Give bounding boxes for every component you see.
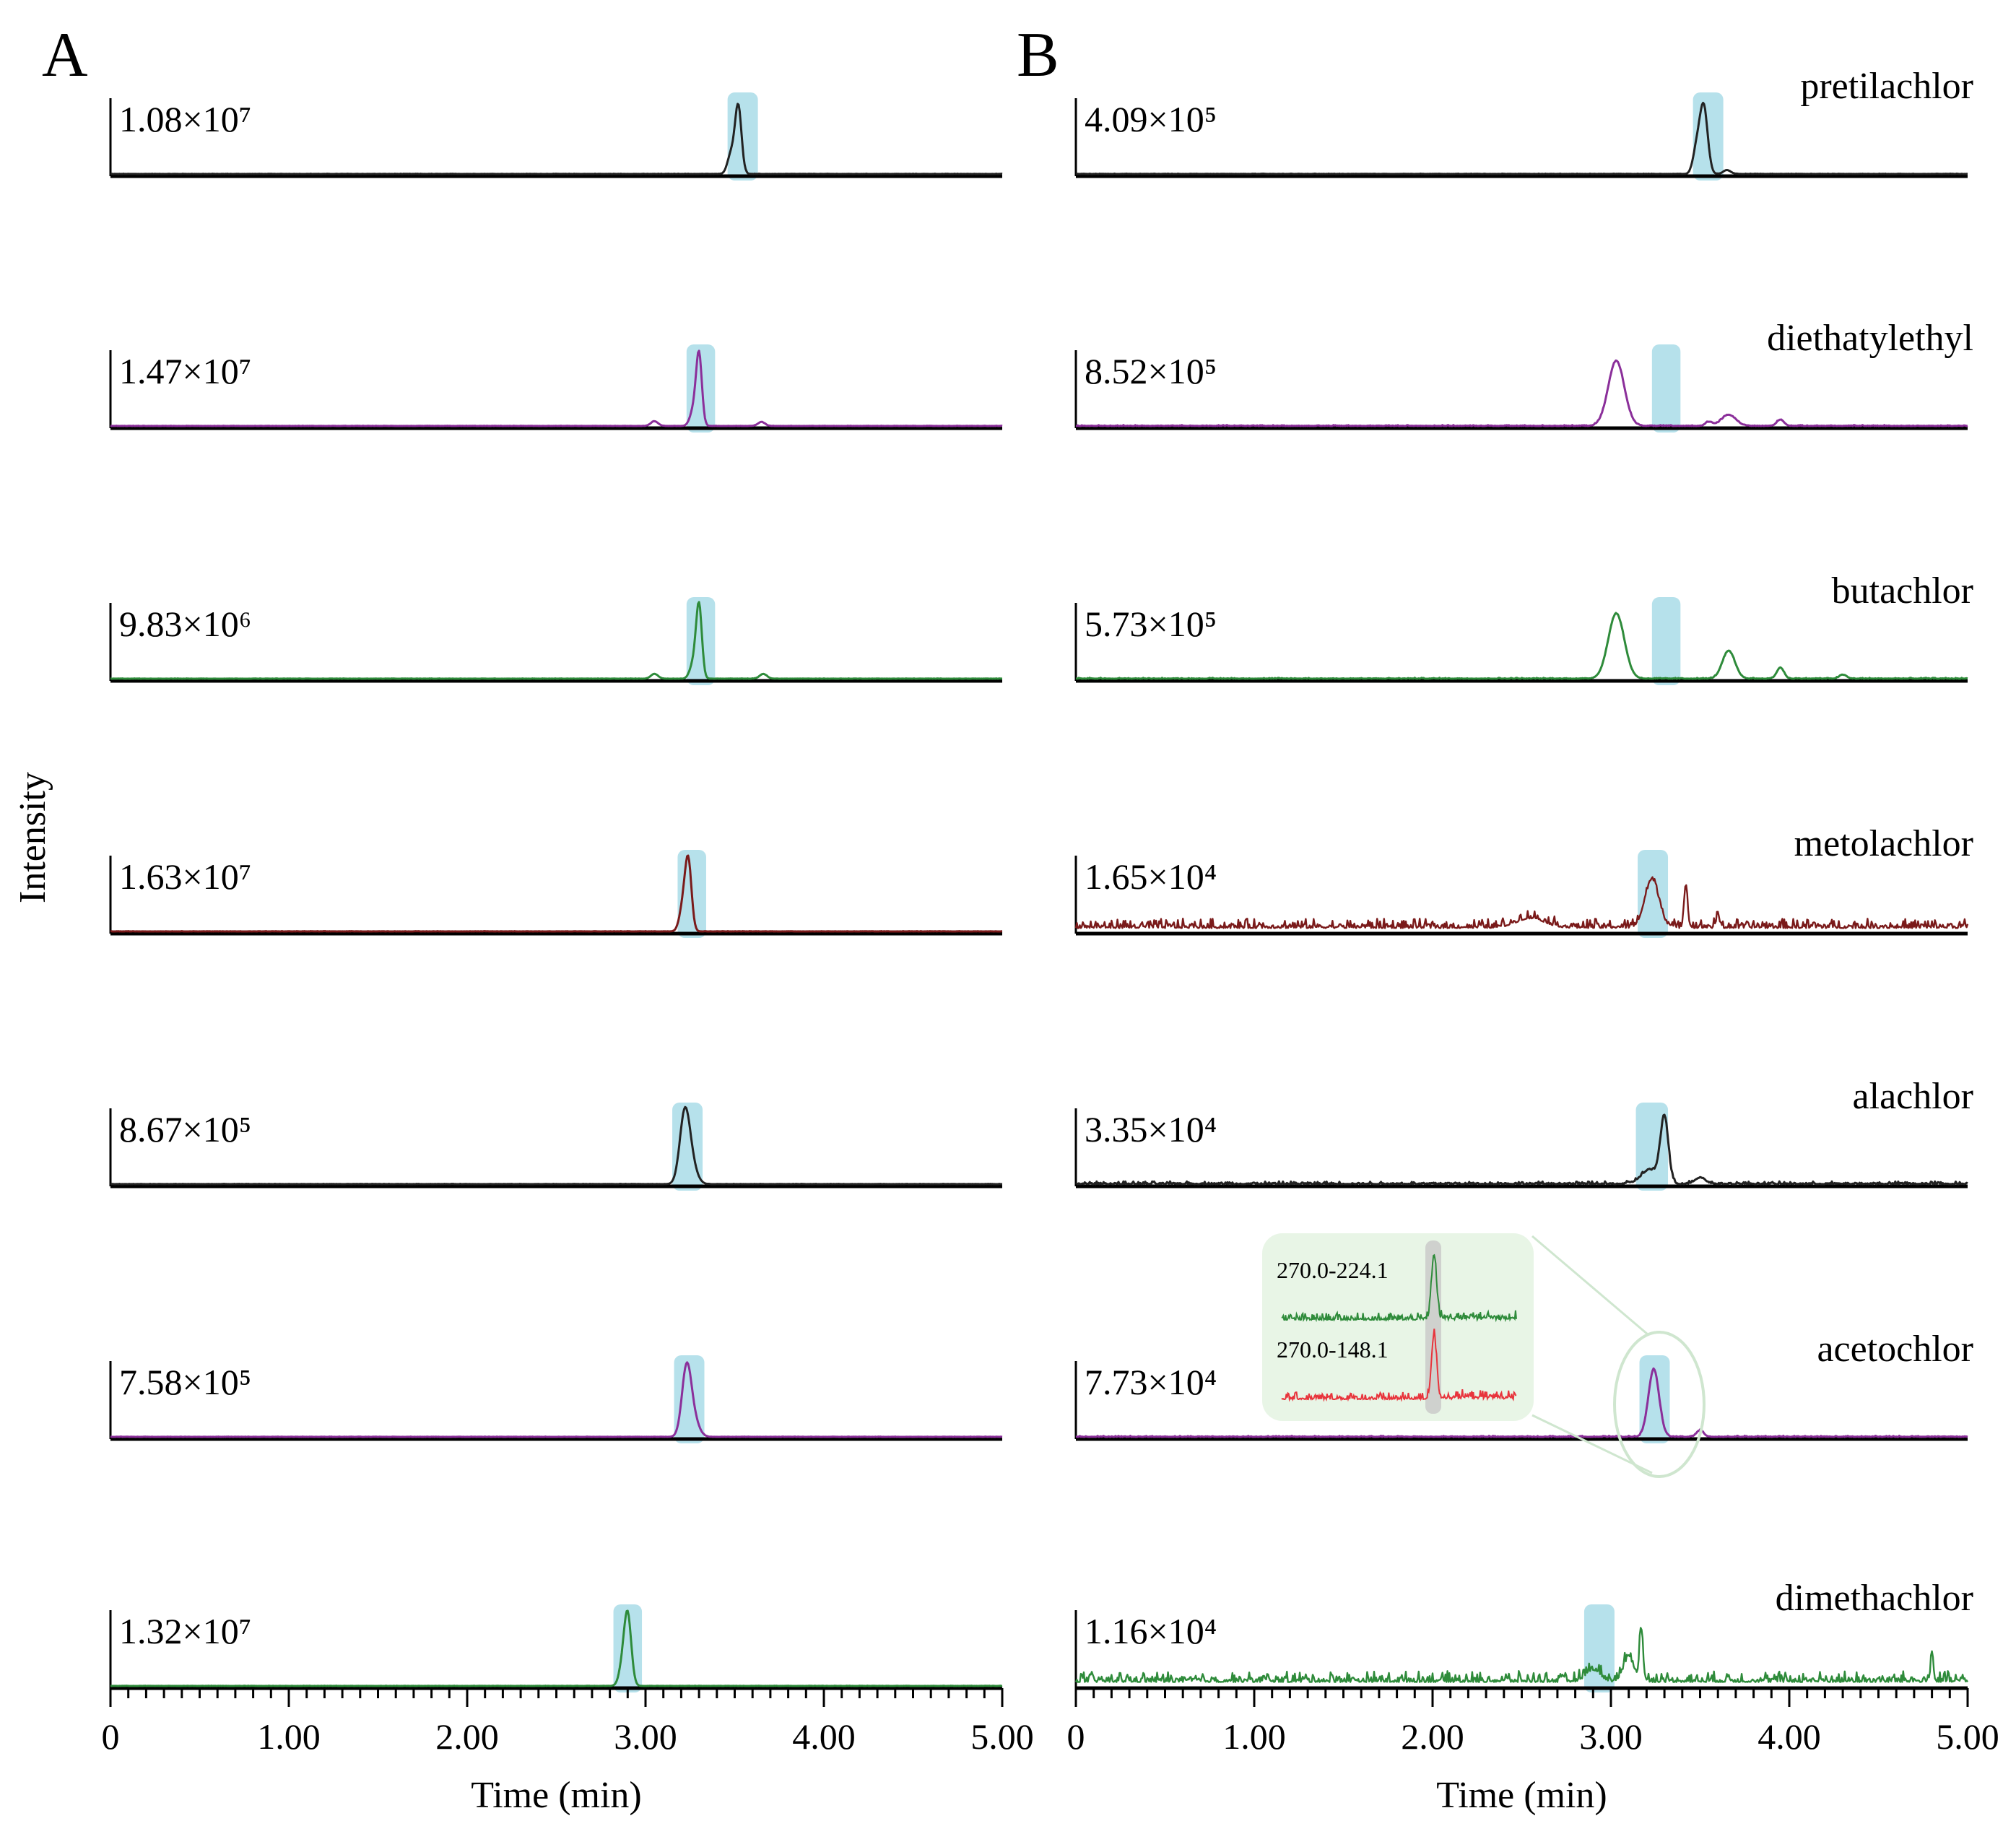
x-axis: 0 1.00 2.00 3.00 4.00 5.00 Time (min) (1067, 1688, 1999, 1816)
x-tick-label: 4.00 (792, 1716, 856, 1757)
intensity-scale-label: 1.47×10⁷ (119, 351, 251, 391)
trace-row-metolachlor: 1.63×10⁷ (109, 850, 1003, 938)
peak-highlight (1635, 1103, 1669, 1191)
peak-highlight (1638, 850, 1669, 938)
x-tick-label: 2.00 (435, 1716, 499, 1757)
panel-A: 1.08×10⁷ 1.47×10⁷ 9.83×10⁶ 1.63×10⁷ 8.67×10⁵… (102, 92, 1034, 1816)
acetochlor-inset: 270.0-224.1 270.0-148.1 (1262, 1233, 1706, 1478)
y-axis-label: Intensity (12, 772, 53, 903)
trace-line-alachlor (110, 1105, 1003, 1186)
inset-trace-2 (1281, 1329, 1517, 1402)
panel-label-A: A (42, 20, 88, 90)
compound-name-label: acetochlor (1817, 1329, 1973, 1370)
trace-row-dimethachlor: 1.32×10⁷ (109, 1604, 1003, 1692)
peak-highlight (1583, 1604, 1615, 1692)
trace-line-dimethachlor (110, 1609, 1003, 1687)
intensity-scale-label: 3.35×10⁴ (1085, 1109, 1217, 1149)
inset-box (1262, 1233, 1534, 1421)
trace-line-butachlor (110, 601, 1003, 680)
trace-line-pretilachlor (1075, 101, 1968, 175)
trace-row-pretilachlor: 4.09×10⁵ pretilachlor (1074, 66, 1973, 181)
compound-name-label: pretilachlor (1800, 66, 1973, 107)
compound-name-label: metolachlor (1794, 823, 1973, 864)
x-axis-label: Time (min) (1436, 1775, 1607, 1816)
intensity-scale-label: 8.67×10⁵ (119, 1109, 251, 1149)
trace-line-diethatylethyl (1075, 359, 1968, 427)
x-tick-label: 5.00 (1936, 1716, 1999, 1757)
trace-line-acetochlor (110, 1361, 1003, 1438)
trace-line-metolachlor (110, 854, 1003, 933)
intensity-scale-label: 8.52×10⁵ (1085, 351, 1217, 391)
trace-row-metolachlor: 1.65×10⁴ metolachlor (1074, 823, 1973, 938)
trace-row-dimethachlor: 1.16×10⁴ dimethachlor (1074, 1578, 1973, 1692)
inset-trace-1 (1281, 1253, 1517, 1323)
inset-transition-label: 270.0-148.1 (1277, 1337, 1389, 1363)
zoom-connector-top (1531, 1235, 1648, 1336)
inset-transition-label: 270.0-224.1 (1277, 1257, 1389, 1283)
trace-row-butachlor: 5.73×10⁵ butachlor (1074, 570, 1973, 685)
intensity-scale-label: 5.73×10⁵ (1085, 604, 1217, 644)
trace-line-acetochlor (1075, 1367, 1968, 1438)
peak-highlight (686, 344, 716, 433)
panel-label-B: B (1017, 20, 1059, 90)
trace-row-butachlor: 9.83×10⁶ (109, 597, 1003, 685)
x-tick-label: 1.00 (1222, 1716, 1286, 1757)
intensity-scale-label: 1.65×10⁴ (1085, 856, 1217, 897)
x-tick-label: 2.00 (1401, 1716, 1464, 1757)
trace-line-pretilachlor (110, 103, 1003, 175)
x-tick-label: 3.00 (1579, 1716, 1643, 1757)
intensity-scale-label: 4.09×10⁵ (1085, 99, 1217, 139)
trace-row-diethatylethyl: 8.52×10⁵ diethatylethyl (1074, 318, 1973, 433)
intensity-scale-label: 9.83×10⁶ (119, 604, 251, 644)
trace-row-acetochlor: 7.58×10⁵ (109, 1355, 1003, 1443)
zoom-ellipse (1613, 1331, 1706, 1478)
peak-highlight (686, 597, 716, 685)
x-tick-label: 0 (1067, 1716, 1085, 1757)
panel-B: 4.09×10⁵ pretilachlor 8.52×10⁵ diethatyleth… (1067, 66, 1999, 1816)
intensity-scale-label: 7.73×10⁴ (1085, 1362, 1217, 1402)
trace-row-diethatylethyl: 1.47×10⁷ (109, 344, 1003, 433)
intensity-scale-label: 1.63×10⁷ (119, 856, 251, 897)
zoom-connector-bottom (1531, 1414, 1653, 1474)
x-axis-label: Time (min) (471, 1775, 641, 1816)
compound-name-label: butachlor (1832, 570, 1973, 612)
compound-name-label: dimethachlor (1776, 1578, 1973, 1619)
trace-row-acetochlor: 7.73×10⁴ acetochlor (1074, 1329, 1973, 1443)
compound-name-label: diethatylethyl (1767, 318, 1973, 359)
compound-name-label: alachlor (1853, 1076, 1973, 1117)
trace-line-alachlor (1075, 1113, 1968, 1186)
trace-line-metolachlor (1074, 876, 1969, 929)
x-axis: 0 1.00 2.00 3.00 4.00 5.00 Time (min) (102, 1688, 1034, 1816)
x-tick-label: 5.00 (970, 1716, 1034, 1757)
intensity-scale-label: 1.32×10⁷ (119, 1611, 251, 1651)
trace-line-dimethachlor (1074, 1627, 1968, 1683)
x-tick-label: 1.00 (257, 1716, 321, 1757)
intensity-scale-label: 7.58×10⁵ (119, 1362, 251, 1402)
x-tick-label: 0 (102, 1716, 120, 1757)
x-tick-label: 3.00 (614, 1716, 677, 1757)
trace-line-butachlor (1075, 612, 1968, 680)
x-tick-label: 4.00 (1758, 1716, 1821, 1757)
trace-row-pretilachlor: 1.08×10⁷ (109, 92, 1003, 181)
peak-highlight (1651, 344, 1681, 433)
peak-highlight (1651, 597, 1681, 685)
intensity-scale-label: 1.16×10⁴ (1085, 1611, 1217, 1651)
peak-highlight (672, 1103, 703, 1191)
trace-line-diethatylethyl (110, 349, 1003, 427)
intensity-scale-label: 1.08×10⁷ (119, 99, 251, 139)
trace-row-alachlor: 8.67×10⁵ (109, 1103, 1003, 1191)
trace-row-alachlor: 3.35×10⁴ alachlor (1074, 1076, 1973, 1191)
